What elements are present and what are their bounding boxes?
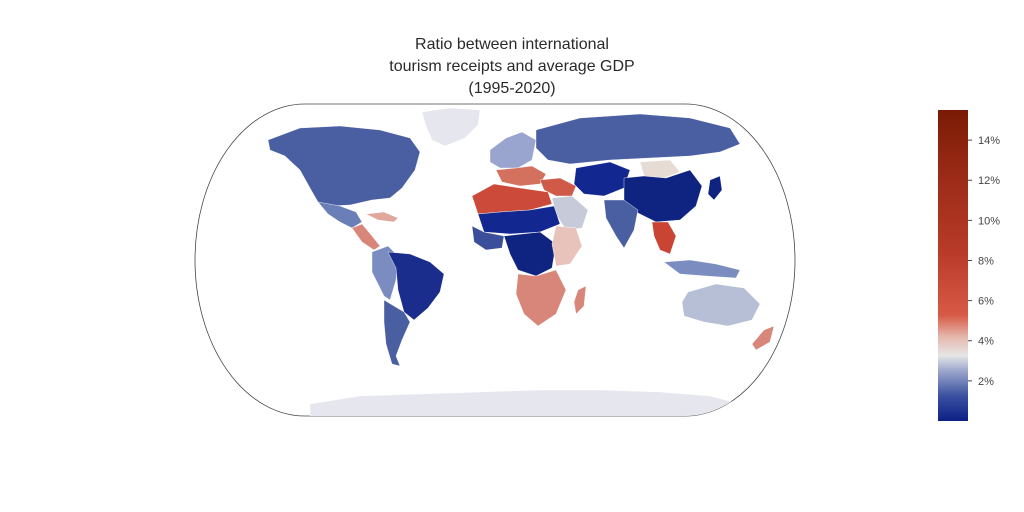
- region-central-africa[interactable]: [503, 231, 557, 277]
- region-mongolia[interactable]: [639, 159, 681, 179]
- country-regions: [267, 107, 775, 420]
- region-india[interactable]: [603, 199, 639, 249]
- region-australia[interactable]: [681, 283, 761, 327]
- colorbar-tick-label: 10%: [978, 215, 1000, 227]
- region-southern-cone[interactable]: [383, 299, 411, 367]
- chart-title-line-1: Ratio between international: [415, 36, 609, 53]
- region-brazil[interactable]: [387, 251, 445, 321]
- region-central-america[interactable]: [351, 223, 381, 251]
- region-indonesia[interactable]: [663, 259, 741, 279]
- region-southern-europe[interactable]: [495, 165, 547, 187]
- region-caribbean[interactable]: [365, 211, 399, 223]
- chart-title-line-2: tourism receipts and average GDP: [389, 58, 635, 75]
- region-russia[interactable]: [535, 113, 741, 165]
- region-southern-africa[interactable]: [515, 269, 567, 327]
- region-greenland[interactable]: [421, 107, 481, 147]
- colorbar-tick-label: 12%: [978, 175, 1000, 187]
- colorbar: [938, 110, 968, 421]
- region-antarctica[interactable]: [309, 389, 741, 420]
- region-new-zealand[interactable]: [751, 325, 775, 351]
- region-central-asia[interactable]: [573, 161, 631, 197]
- region-east-africa[interactable]: [551, 225, 583, 267]
- colorbar-tick-label: 6%: [978, 296, 994, 308]
- colorbar-tick-label: 2%: [978, 376, 994, 388]
- chart-title-line-3: (1995-2020): [468, 80, 556, 97]
- colorbar-tick-label: 8%: [978, 255, 994, 267]
- region-mexico[interactable]: [317, 201, 363, 229]
- colorbar-ticks: 2% 4% 6% 8% 10% 12% 14%: [968, 135, 1000, 388]
- region-japan[interactable]: [707, 175, 723, 201]
- region-madagascar[interactable]: [573, 285, 587, 315]
- colorbar-tick-label: 14%: [978, 135, 1000, 147]
- region-southeast-asia[interactable]: [651, 221, 677, 255]
- colorbar-tick-label: 4%: [978, 336, 994, 348]
- region-western-europe[interactable]: [489, 131, 537, 169]
- region-sahel[interactable]: [477, 205, 561, 235]
- region-west-africa[interactable]: [471, 225, 505, 251]
- region-north-america[interactable]: [267, 125, 421, 207]
- region-andean-south-america[interactable]: [371, 245, 399, 301]
